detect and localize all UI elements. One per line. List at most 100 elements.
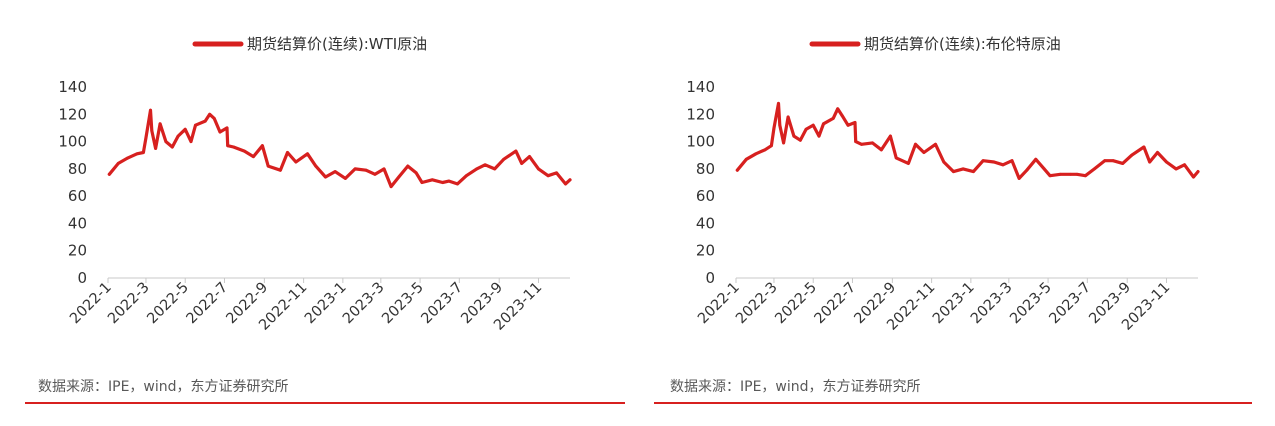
data-point xyxy=(520,162,524,165)
x-tick-label: 2022-7 xyxy=(812,280,860,328)
data-point xyxy=(158,122,162,126)
data-point xyxy=(333,170,337,174)
data-point xyxy=(981,159,985,163)
data-point xyxy=(261,144,264,148)
data-point xyxy=(212,117,216,120)
brent-chart-svg: 期货结算价(连续):布伦特原油0204060801001201402022-12… xyxy=(686,35,1200,334)
data-point xyxy=(344,177,347,180)
x-tick-label: 2022-7 xyxy=(184,280,232,328)
x-tick-label: 2023-1 xyxy=(302,280,350,328)
y-tick-label: 20 xyxy=(68,242,87,260)
data-point xyxy=(1048,174,1052,178)
data-point xyxy=(1183,163,1186,167)
x-tick-label: 2023-7 xyxy=(419,280,467,328)
data-point xyxy=(279,168,282,172)
data-point xyxy=(972,170,975,174)
data-point xyxy=(546,174,550,178)
data-point xyxy=(1130,153,1134,157)
data-point xyxy=(397,175,401,179)
legend: 期货结算价(连续):WTI原油 xyxy=(192,35,427,53)
y-tick-label: 0 xyxy=(77,269,87,287)
data-point xyxy=(1042,167,1046,171)
y-tick-label: 40 xyxy=(68,214,87,232)
data-point xyxy=(1142,145,1146,149)
data-point xyxy=(1010,159,1014,163)
data-point xyxy=(922,151,926,154)
data-point xyxy=(414,171,418,175)
y-tick-label: 20 xyxy=(696,242,715,260)
data-point xyxy=(306,152,309,156)
x-tick-label: 2022-3 xyxy=(105,280,153,328)
data-point xyxy=(514,149,518,153)
data-point xyxy=(1121,162,1125,165)
legend-label: 期货结算价(连续):布伦特原油 xyxy=(864,35,1061,53)
data-point xyxy=(889,134,892,138)
chart-panel-brent: 期货结算价(连续):布伦特原油 0 20 40 60 80 100 120 140 2022-1 2… xyxy=(632,0,1252,426)
data-point xyxy=(840,114,844,118)
data-point xyxy=(154,147,158,150)
data-point xyxy=(475,167,479,171)
data-point xyxy=(537,167,540,171)
data-point xyxy=(763,148,767,152)
x-tick-label: 2023-3 xyxy=(340,280,388,328)
data-point xyxy=(735,168,739,172)
data-point xyxy=(822,122,825,126)
data-point xyxy=(1075,172,1079,176)
data-point xyxy=(754,152,758,156)
data-point xyxy=(1103,159,1107,163)
data-point xyxy=(1165,160,1168,164)
x-tick-label: 2023-5 xyxy=(379,280,427,328)
data-point xyxy=(420,181,424,184)
data-point xyxy=(441,181,444,184)
data-point xyxy=(871,141,874,145)
data-point xyxy=(430,178,434,182)
data-point xyxy=(373,172,377,176)
data-point xyxy=(1196,170,1200,174)
data-point xyxy=(817,134,821,138)
y-tick-label: 120 xyxy=(686,105,715,123)
x-tick-label: 2023-7 xyxy=(1047,280,1095,328)
data-point xyxy=(203,119,207,123)
x-tick-label: 2022-3 xyxy=(733,280,781,328)
data-point xyxy=(770,144,773,148)
data-point xyxy=(1192,175,1195,179)
data-point xyxy=(266,164,270,168)
y-tick-label: 80 xyxy=(68,160,87,178)
y-tick-label: 140 xyxy=(686,78,715,96)
y-tick-label: 60 xyxy=(68,187,87,205)
data-point xyxy=(382,167,386,171)
data-point xyxy=(314,164,318,168)
data-point xyxy=(831,117,835,120)
data-point xyxy=(568,178,572,182)
source-note: 数据来源：IPE，wind，东方证券研究所 xyxy=(38,379,289,395)
data-point xyxy=(792,134,796,138)
data-point xyxy=(564,182,567,186)
y-tick-label: 60 xyxy=(696,187,715,205)
data-point xyxy=(107,172,111,176)
data-point xyxy=(1093,167,1096,171)
data-point xyxy=(243,149,246,153)
y-tick-label: 100 xyxy=(58,133,87,151)
data-point xyxy=(942,160,946,164)
series-line xyxy=(107,108,572,189)
data-point xyxy=(528,155,531,159)
data-point xyxy=(447,179,451,183)
data-point xyxy=(907,162,910,165)
wti-chart-svg: 期货结算价(连续):WTI原油0204060801001201402022-12… xyxy=(58,35,572,334)
x-tick-label: 2022-5 xyxy=(144,280,192,328)
y-tick-label: 140 xyxy=(58,78,87,96)
source-note: 数据来源：IPE，wind，东方证券研究所 xyxy=(670,379,921,395)
y-tick-label: 0 xyxy=(705,269,715,287)
data-point xyxy=(1084,174,1087,178)
data-point xyxy=(225,126,229,130)
data-point xyxy=(286,151,289,154)
data-point xyxy=(772,126,776,130)
data-point xyxy=(846,123,850,127)
legend: 期货结算价(连续):布伦特原油 xyxy=(809,35,1061,53)
x-tick-label: 2022-5 xyxy=(772,280,820,328)
chart-panel-wti: 期货结算价(连续):WTI原油 0 20 40 60 80 100 120 140 2022-1 2… xyxy=(0,0,625,426)
data-point xyxy=(353,167,357,171)
data-point xyxy=(1069,172,1072,176)
data-point xyxy=(164,140,168,144)
data-point xyxy=(1001,163,1005,167)
